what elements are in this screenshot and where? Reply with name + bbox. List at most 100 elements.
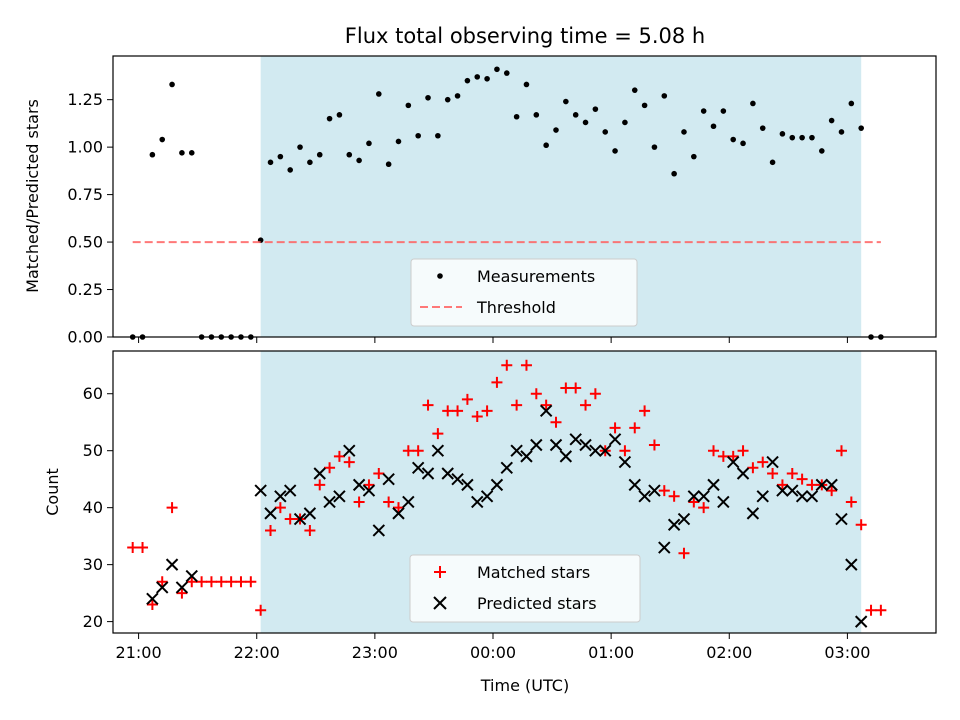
measurement-point	[179, 150, 185, 156]
predicted-stars-point	[677, 512, 691, 526]
predicted-stars-point	[766, 455, 779, 469]
predicted-stars-point	[303, 507, 317, 520]
predicted-stars-point	[786, 484, 799, 497]
top-panel: 0.00 0.25 0.50 0.75 1.00 1.25 Matched/Predict…	[23, 55, 937, 347]
predicted-stars-point	[274, 490, 287, 503]
measurement-point	[602, 129, 609, 135]
measurement-point	[149, 151, 156, 158]
predicted-stars-point	[471, 495, 484, 509]
matched-stars-point	[589, 388, 601, 400]
measurement-point	[710, 123, 717, 130]
measurement-point	[169, 81, 175, 88]
measurement-point	[789, 134, 796, 141]
measurement-point	[395, 138, 402, 145]
bottom-axes-frame	[112, 350, 937, 634]
matched-stars-point	[392, 502, 404, 514]
measurement-point	[513, 113, 520, 120]
bottom-y-axis-label: Count	[43, 468, 62, 516]
matched-stars-point	[747, 462, 759, 474]
predicted-stars-point	[431, 444, 445, 457]
measurement-point	[494, 66, 500, 73]
matched-stars-point	[511, 399, 523, 411]
matched-stars-point	[363, 479, 375, 491]
measurement-point	[356, 157, 362, 164]
matched-stars-point	[215, 576, 227, 588]
y-tick-label: 20	[83, 612, 103, 631]
predicted-stars-point	[146, 592, 159, 606]
predicted-stars-point	[746, 507, 760, 520]
predicted-stars-point	[500, 461, 513, 474]
matched-stars-point	[324, 462, 336, 474]
measurement-point	[858, 125, 864, 131]
matched-stars-point	[196, 576, 208, 588]
matched-stars-point	[333, 450, 345, 462]
matched-stars-point	[284, 513, 296, 525]
matched-stars-point	[560, 382, 572, 394]
legend-marker-matched-stars	[434, 566, 446, 578]
matched-stars-point	[225, 576, 237, 588]
measurement-point	[661, 93, 668, 99]
matched-stars-point	[609, 422, 621, 434]
top-legend-box	[410, 258, 638, 327]
matched-stars-point	[166, 502, 178, 514]
matched-stars-point	[235, 576, 247, 588]
matched-stars-point	[481, 405, 493, 417]
measurement-point	[444, 96, 451, 103]
measurement-point	[631, 87, 638, 93]
matched-stars-point	[432, 428, 444, 440]
predicted-stars-point	[795, 490, 809, 503]
y-tick-label: 0.50	[67, 233, 103, 252]
matched-stars-point	[639, 405, 651, 417]
predicted-stars-point	[352, 478, 366, 492]
matched-stars-point	[461, 393, 473, 405]
measurement-point	[326, 115, 333, 122]
matched-stars-point	[540, 399, 552, 411]
matched-stars-point	[717, 450, 729, 462]
y-tick-label: 0.00	[67, 328, 103, 347]
y-tick-label: 1.00	[67, 138, 103, 157]
measurement-point	[750, 100, 756, 107]
matched-stars-point	[806, 479, 818, 491]
predicted-stars-point	[756, 490, 769, 503]
matched-stars-point	[520, 359, 532, 371]
matched-stars-point	[422, 399, 434, 411]
predicted-stars-point	[411, 461, 425, 474]
y-tick-label: 0.25	[67, 280, 103, 299]
predicted-stars-point	[618, 455, 632, 469]
predicted-stars-point	[283, 484, 297, 497]
matched-stars-point	[471, 411, 483, 423]
predicted-stars-point	[372, 524, 386, 537]
measurement-point	[336, 112, 343, 118]
matched-stars-point	[757, 456, 769, 468]
measurement-point	[366, 140, 372, 147]
measurement-point	[188, 150, 195, 156]
predicted-stars-point	[638, 490, 651, 503]
matched-stars-point	[205, 576, 217, 588]
measurement-point	[809, 134, 815, 141]
predicted-stars-point	[815, 478, 829, 492]
matched-stars-point	[737, 445, 749, 457]
predicted-stars-point	[480, 490, 494, 503]
measurement-point	[651, 144, 658, 150]
x-tick-label: 21:00	[116, 643, 162, 662]
matched-stars-point	[373, 467, 385, 479]
matched-stars-point	[865, 604, 877, 616]
chart-title: Flux total observing time = 5.08 h	[345, 24, 705, 48]
bottom-legend-box	[409, 554, 641, 623]
measurement-point	[592, 106, 599, 112]
measurement-point	[503, 70, 510, 76]
predicted-stars-point	[697, 490, 710, 503]
x-tick-label: 01:00	[588, 643, 634, 662]
predicted-stars-point	[185, 569, 198, 583]
top-axes-frame	[112, 55, 937, 338]
legend-marker-measurements	[437, 273, 443, 279]
matched-stars-point	[343, 456, 355, 468]
matched-stars-point	[668, 490, 680, 502]
matched-stars-point	[137, 542, 149, 554]
matched-stars-point	[176, 587, 188, 599]
predicted-stars-point	[707, 478, 720, 492]
measurement-point	[464, 77, 471, 84]
measurement-point	[435, 132, 441, 139]
matched-stars-point	[875, 604, 887, 616]
